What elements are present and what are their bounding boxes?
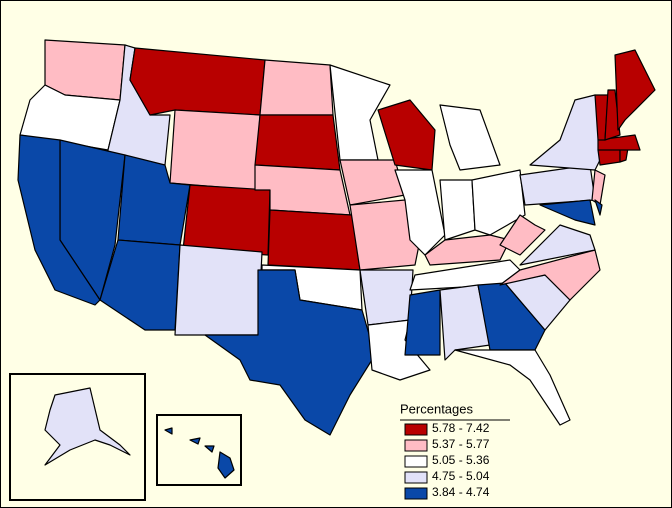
state-region (359, 269, 414, 326)
state-region (17, 134, 101, 306)
legend-label: 4.75 - 5.04 (432, 469, 490, 483)
hawaii-inset (156, 414, 242, 486)
state-region (182, 184, 271, 256)
state-region (169, 109, 261, 191)
state-region (539, 199, 596, 226)
legend-swatch (404, 423, 428, 436)
state-region (189, 437, 201, 445)
state-region (99, 239, 181, 331)
state-region (174, 244, 263, 336)
legend-label: 5.78 - 7.42 (432, 421, 490, 435)
legend-swatch (404, 455, 428, 468)
legend-swatch (404, 471, 428, 484)
state-region (404, 289, 441, 356)
state-region (44, 387, 131, 466)
state-region (377, 99, 436, 171)
state-region (519, 224, 596, 266)
alaska-inset (9, 373, 146, 501)
state-region (594, 199, 603, 216)
state-region (439, 179, 476, 241)
state-region (267, 209, 361, 271)
state-region (477, 282, 546, 351)
legend-label: 5.05 - 5.36 (432, 453, 490, 467)
legend-title: Percentages (400, 401, 473, 416)
legend-swatch (404, 439, 428, 452)
legend: Percentages 5.78 - 7.42 5.37 - 5.77 5.05 -… (400, 401, 510, 500)
state-region (439, 284, 491, 361)
state-region (204, 269, 376, 436)
state-region (164, 427, 173, 435)
state-region (329, 64, 391, 161)
state-region (614, 49, 656, 131)
legend-label: 5.37 - 5.77 (432, 437, 490, 451)
states (17, 39, 656, 436)
state-region (254, 114, 341, 171)
state-region (454, 349, 571, 426)
state-region (471, 169, 526, 236)
state-region (129, 47, 266, 116)
state-region (604, 89, 621, 141)
state-region (499, 214, 546, 256)
legend-label: 3.84 - 4.74 (432, 485, 490, 499)
state-region (259, 59, 334, 116)
state-region (217, 451, 235, 479)
state-region (439, 104, 501, 171)
state-region (499, 249, 601, 301)
state-region (204, 445, 215, 453)
state-region (349, 199, 421, 271)
legend-swatch (404, 487, 428, 500)
